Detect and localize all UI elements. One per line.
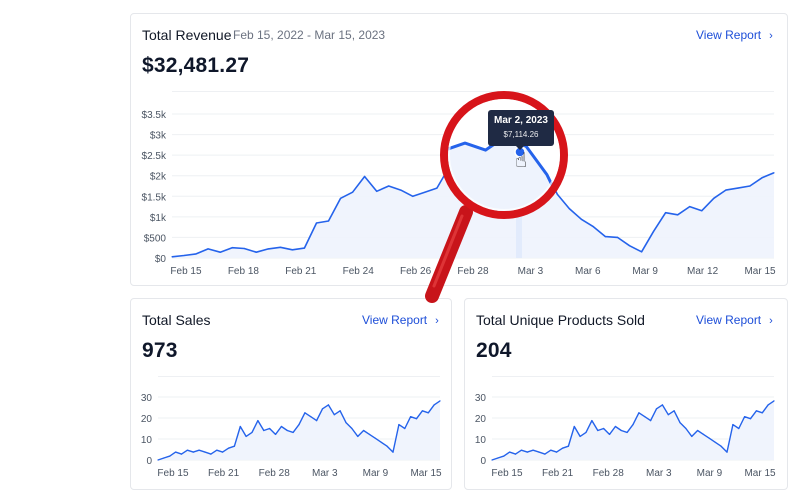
sales-divider xyxy=(158,376,440,377)
products-divider xyxy=(492,376,774,377)
revenue-date-range: Feb 15, 2022 - Mar 15, 2023 xyxy=(233,28,386,42)
revenue-divider xyxy=(172,91,774,92)
revenue-view-report-link[interactable]: View Report › xyxy=(696,28,773,42)
revenue-title: Total Revenue xyxy=(142,27,232,43)
products-amount: 204 xyxy=(476,339,512,362)
tooltip-value: $7,114.26 xyxy=(503,130,539,139)
chevron-right-icon: › xyxy=(769,315,773,327)
view-report-label: View Report xyxy=(696,28,762,42)
chevron-right-icon: › xyxy=(769,30,773,42)
view-report-label: View Report xyxy=(696,313,762,327)
view-report-label: View Report xyxy=(362,313,428,327)
sales-title: Total Sales xyxy=(142,312,211,328)
tooltip: Mar 2, 2023 $7,114.26 xyxy=(488,110,554,146)
tooltip-arrow xyxy=(515,145,525,150)
sales-amount: 973 xyxy=(142,339,178,362)
revenue-amount: $32,481.27 xyxy=(142,54,250,77)
products-view-report-link[interactable]: View Report › xyxy=(696,313,773,327)
tooltip-date: Mar 2, 2023 xyxy=(494,115,548,126)
products-title: Total Unique Products Sold xyxy=(476,312,645,328)
hand-pointer-icon: ☝ xyxy=(515,150,528,172)
sales-view-report-link[interactable]: View Report › xyxy=(362,313,439,327)
chevron-right-icon: › xyxy=(435,315,439,327)
